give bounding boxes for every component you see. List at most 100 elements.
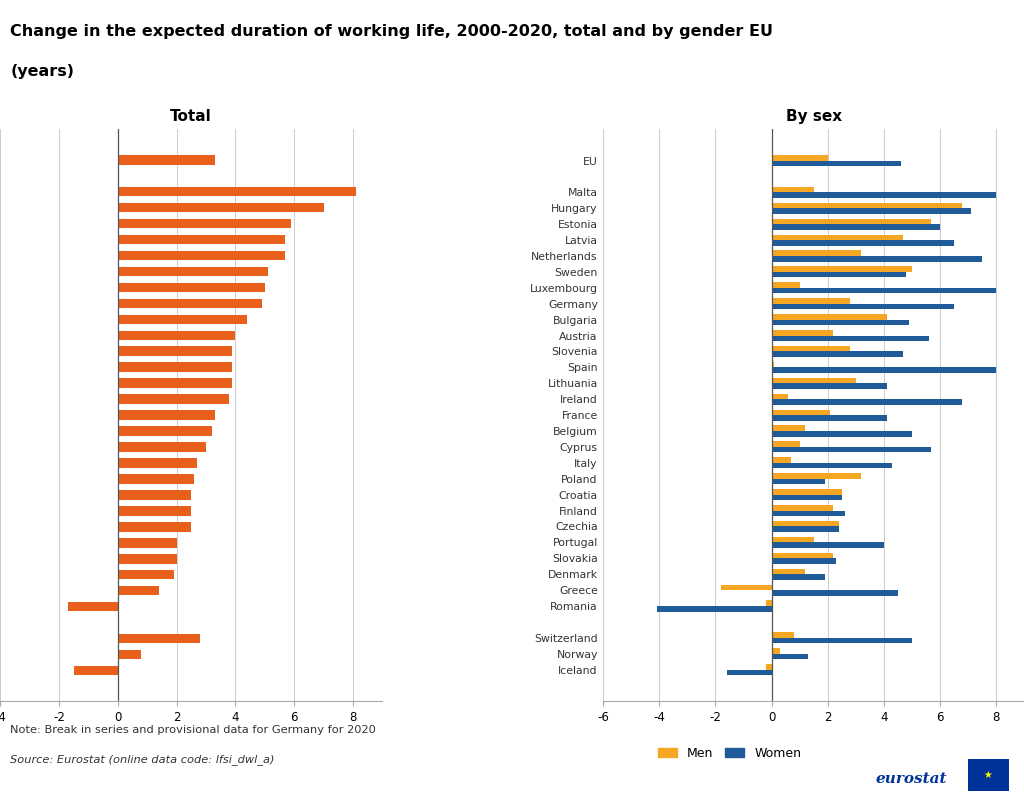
Bar [772, 282, 800, 288]
Text: (years): (years) [10, 64, 74, 80]
Title: By sex: By sex [785, 109, 842, 123]
Bar [772, 638, 911, 643]
Bar [772, 521, 839, 526]
Bar [772, 553, 834, 559]
Bar [772, 510, 845, 516]
Bar [772, 193, 996, 198]
Bar [772, 155, 827, 160]
Bar [772, 272, 906, 277]
Bar [772, 240, 954, 246]
Bar [772, 559, 836, 564]
Bar [772, 351, 903, 357]
Bar [772, 447, 932, 452]
Bar [118, 474, 195, 484]
Bar [118, 394, 229, 404]
Bar [118, 554, 176, 563]
Bar [118, 218, 291, 228]
Bar [772, 378, 856, 384]
Bar [772, 632, 794, 638]
Bar [118, 538, 176, 547]
Bar [118, 267, 267, 276]
Bar [772, 654, 808, 659]
Bar [772, 574, 825, 580]
Bar [772, 266, 911, 272]
Text: Source: Eurostat (online data code: lfsi_dwl_a): Source: Eurostat (online data code: lfsi… [10, 754, 274, 765]
Bar [118, 283, 265, 293]
Bar [118, 235, 286, 244]
Bar [772, 208, 971, 214]
Text: Note: Break in series and provisional data for Germany for 2020: Note: Break in series and provisional da… [10, 725, 376, 735]
Text: ★: ★ [984, 771, 992, 780]
Bar [118, 347, 232, 356]
Bar [772, 442, 800, 447]
Bar [721, 584, 772, 590]
Bar [118, 410, 215, 420]
Bar [74, 666, 118, 675]
Bar [118, 490, 191, 500]
Bar [772, 288, 996, 293]
Bar [772, 256, 982, 262]
Bar [772, 415, 887, 421]
Bar [118, 330, 236, 340]
Bar [772, 335, 929, 341]
Bar [772, 368, 996, 373]
Bar [118, 634, 200, 643]
Bar [772, 526, 839, 532]
Bar [772, 202, 963, 208]
Bar [772, 304, 954, 310]
Title: Total: Total [170, 109, 212, 123]
Bar [766, 600, 772, 606]
Bar [772, 479, 825, 484]
Bar [727, 670, 772, 675]
Text: Change in the expected duration of working life, 2000-2020, total and by gender : Change in the expected duration of worki… [10, 24, 773, 39]
Bar [772, 473, 861, 479]
Bar [118, 570, 174, 580]
Bar [772, 457, 792, 463]
Bar [772, 495, 842, 501]
Bar [772, 431, 911, 437]
Bar [772, 568, 805, 574]
Bar [772, 393, 788, 399]
Bar [118, 442, 206, 452]
Bar [772, 648, 780, 654]
Bar [68, 602, 118, 612]
Bar [772, 489, 842, 495]
Bar [772, 251, 861, 256]
Bar [118, 506, 191, 516]
Bar [118, 426, 212, 436]
Bar [118, 522, 191, 532]
Bar [772, 362, 774, 368]
Bar [772, 590, 898, 596]
Bar [118, 155, 215, 164]
Bar [118, 314, 247, 324]
Bar [118, 203, 324, 213]
Bar [772, 505, 834, 510]
Bar [772, 384, 887, 388]
Bar [118, 458, 197, 467]
Bar [772, 409, 830, 415]
Bar [118, 298, 262, 308]
Legend: Men, Women: Men, Women [653, 742, 806, 765]
Bar [118, 251, 286, 260]
Bar [772, 330, 834, 335]
Bar [772, 537, 814, 542]
Bar [772, 542, 884, 548]
Text: eurostat: eurostat [876, 772, 947, 786]
Bar [772, 463, 892, 468]
Bar [772, 426, 805, 431]
Bar [772, 320, 909, 325]
Bar [118, 586, 159, 596]
Bar [118, 650, 141, 659]
Bar [772, 298, 850, 304]
Bar [656, 606, 772, 612]
Bar [118, 363, 232, 372]
Bar [772, 346, 850, 351]
Bar [772, 224, 940, 230]
Bar [118, 378, 232, 388]
Bar [772, 399, 963, 405]
Bar [118, 187, 356, 197]
Bar [772, 314, 887, 320]
Bar [772, 160, 900, 166]
Bar [772, 235, 903, 240]
Bar [766, 664, 772, 670]
